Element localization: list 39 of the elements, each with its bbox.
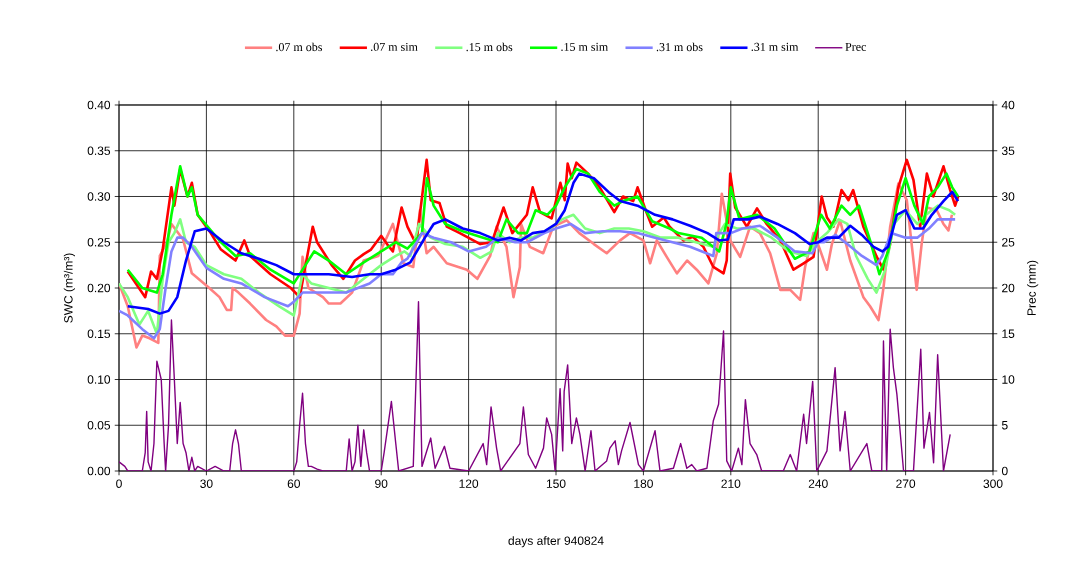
y2-tick-label: 0 bbox=[1001, 466, 1008, 476]
x-tick-label: 60 bbox=[287, 479, 300, 488]
x-tick-label: 240 bbox=[808, 479, 828, 488]
y2-tick-label: 15 bbox=[1002, 329, 1015, 338]
x-axis-title: days after 940824 bbox=[508, 536, 604, 548]
y-tick-label: 0.00 bbox=[87, 466, 111, 476]
y2-tick-label: 25 bbox=[1002, 238, 1015, 247]
y-tick-label: 0.15 bbox=[87, 329, 111, 339]
legend-label: .15 m obs bbox=[466, 42, 513, 52]
y2-axis-title: Prec (mm) bbox=[1027, 260, 1039, 316]
y2-tick-label: 10 bbox=[1002, 375, 1015, 384]
y-tick-label: 0.40 bbox=[87, 100, 111, 110]
x-tick-label: 210 bbox=[721, 479, 741, 488]
y2-tick-label: 30 bbox=[1001, 192, 1015, 201]
x-tick-label: 30 bbox=[200, 479, 213, 488]
legend-label: Prec bbox=[845, 42, 867, 51]
y-tick-label: 0.10 bbox=[87, 375, 111, 384]
x-tick-label: 150 bbox=[546, 479, 566, 488]
y-tick-label: 0.35 bbox=[87, 146, 111, 155]
x-tick-label: 270 bbox=[896, 479, 916, 488]
x-tick-label: 120 bbox=[459, 479, 479, 488]
y-axis-title: SWC (m³/m³) bbox=[63, 253, 75, 323]
legend-label: .31 m sim bbox=[751, 42, 799, 51]
y2-tick-label: 20 bbox=[1002, 283, 1015, 293]
x-tick-label: 180 bbox=[634, 479, 653, 488]
legend-label: .31 m obs bbox=[656, 42, 703, 52]
y2-tick-label: 35 bbox=[1001, 146, 1015, 155]
y-tick-label: 0.25 bbox=[87, 238, 111, 247]
y2-tick-label: 5 bbox=[1001, 421, 1008, 430]
y-tick-label: 0.05 bbox=[87, 421, 111, 430]
y-tick-label: 0.30 bbox=[87, 192, 111, 201]
x-tick-label: 90 bbox=[375, 479, 388, 488]
y2-tick-label: 40 bbox=[1001, 100, 1015, 110]
x-tick-label: 0 bbox=[116, 479, 122, 488]
x-tick-label: 300 bbox=[983, 479, 1003, 488]
y-tick-label: 0.20 bbox=[87, 283, 111, 293]
legend-label: .15 m sim bbox=[561, 42, 608, 51]
legend-label: .07 m sim bbox=[371, 42, 418, 52]
legend-label: .07 m obs bbox=[276, 42, 323, 52]
